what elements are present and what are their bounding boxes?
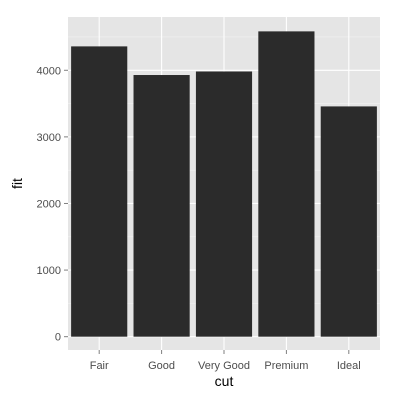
x-tick-label: Very Good [198, 360, 250, 372]
x-tick-label: Premium [264, 360, 308, 372]
x-tick-label: Ideal [337, 360, 361, 372]
x-tick-label: Good [148, 360, 175, 372]
x-axis: Fair Good Very Good Premium Ideal [90, 350, 361, 372]
y-tick-label: 2000 [37, 198, 61, 210]
y-tick-label: 3000 [37, 132, 61, 144]
bar-fair [71, 46, 128, 337]
bars [71, 31, 377, 337]
x-axis-title: cut [215, 373, 234, 389]
x-tick-label: Fair [90, 360, 109, 372]
bar-very-good [195, 71, 253, 337]
y-axis: 0 1000 2000 3000 4000 [37, 65, 68, 344]
y-tick-label: 1000 [37, 265, 61, 277]
bar-premium [258, 31, 315, 337]
y-axis-title: fit [9, 178, 25, 189]
y-tick-label: 0 [55, 332, 61, 344]
bar-good [133, 75, 190, 337]
bar-ideal [320, 106, 377, 337]
y-tick-label: 4000 [37, 65, 61, 77]
